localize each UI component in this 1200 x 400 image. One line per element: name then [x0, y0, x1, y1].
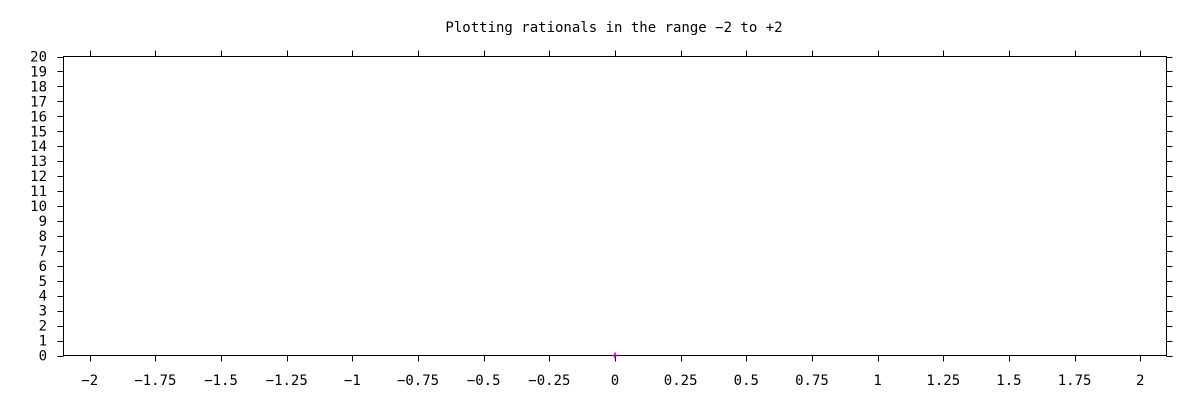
x-tick-label: −0.75: [397, 373, 439, 389]
y-tick-label: 0: [39, 349, 47, 365]
x-tick-label: −1.5: [204, 373, 238, 389]
y-tick-label: 4: [39, 289, 47, 305]
data-points: [612, 352, 618, 359]
y-tick-label: 7: [39, 244, 47, 260]
y-tick-label: 9: [39, 214, 47, 230]
x-tick-label: −1.25: [266, 373, 308, 389]
data-point: [612, 352, 618, 359]
x-tick-label: −2: [81, 373, 98, 389]
y-tick-label: 2: [39, 319, 47, 335]
y-tick-label: 14: [30, 139, 47, 155]
x-tick-label: −1.75: [134, 373, 176, 389]
y-tick-label: 18: [30, 79, 47, 95]
x-tick-label: −1: [344, 373, 361, 389]
y-tick-label: 15: [30, 124, 47, 140]
y-tick-label: 13: [30, 154, 47, 170]
x-tick-label: −0.25: [528, 373, 570, 389]
y-tick-label: 10: [30, 199, 47, 215]
x-tick-label: 1.25: [926, 373, 960, 389]
y-tick-label: 12: [30, 169, 47, 185]
x-tick-label: 0.5: [734, 373, 759, 389]
y-tick-label: 6: [39, 259, 47, 275]
y-tick-label: 16: [30, 109, 47, 125]
y-tick-label: 11: [30, 184, 47, 200]
x-tick-label: 0.25: [664, 373, 698, 389]
x-tick-label: 0.75: [795, 373, 829, 389]
y-tick-label: 5: [39, 274, 47, 290]
x-axis-ticks: [90, 50, 1141, 362]
y-axis-ticks: [57, 57, 1173, 357]
y-tick-label: 17: [30, 94, 47, 110]
x-tick-label: 1.5: [996, 373, 1021, 389]
y-tick-label: 19: [30, 64, 47, 80]
x-tick-label: −0.5: [467, 373, 501, 389]
x-tick-label: 2: [1136, 373, 1144, 389]
y-tick-label: 8: [39, 229, 47, 245]
chart-title: Plotting rationals in the range −2 to +2: [445, 20, 782, 36]
y-tick-label: 20: [30, 50, 47, 66]
x-tick-label: 1.75: [1058, 373, 1092, 389]
y-tick-label: 1: [39, 334, 47, 350]
x-tick-label: 0: [611, 373, 619, 389]
plot-frame: [63, 56, 1167, 356]
x-axis-tick-labels: −2 −1.75 −1.5 −1.25 −1 −0.75 −0.5 −0.25 0 0.25 0.5…: [81, 373, 1144, 389]
y-tick-label: 3: [39, 304, 47, 320]
x-tick-label: 1: [873, 373, 881, 389]
